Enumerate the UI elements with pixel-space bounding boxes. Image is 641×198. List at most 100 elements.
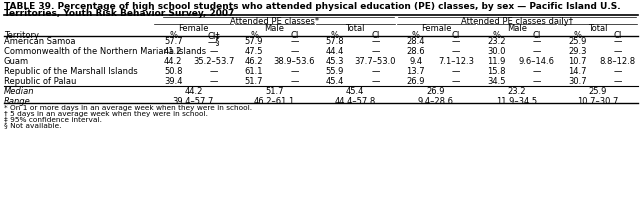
Text: 23.2: 23.2 bbox=[487, 37, 506, 47]
Text: 25.9: 25.9 bbox=[568, 37, 587, 47]
Text: 61.1: 61.1 bbox=[245, 68, 263, 76]
Text: —§: —§ bbox=[208, 37, 220, 47]
Text: 51.7: 51.7 bbox=[265, 88, 283, 96]
Text: 28.4: 28.4 bbox=[406, 37, 425, 47]
Text: —: — bbox=[210, 77, 218, 87]
Text: Territory: Territory bbox=[4, 31, 39, 40]
Text: 39.4: 39.4 bbox=[164, 77, 183, 87]
Text: —: — bbox=[290, 37, 299, 47]
Text: 8.8–12.8: 8.8–12.8 bbox=[600, 57, 636, 67]
Text: American Samoa: American Samoa bbox=[4, 37, 76, 47]
Text: 38.9–53.6: 38.9–53.6 bbox=[274, 57, 315, 67]
Text: 44.2: 44.2 bbox=[184, 88, 203, 96]
Text: 45.3: 45.3 bbox=[326, 57, 344, 67]
Text: CI: CI bbox=[371, 31, 379, 40]
Text: Republic of Palau: Republic of Palau bbox=[4, 77, 76, 87]
Text: Range: Range bbox=[4, 97, 31, 107]
Text: Attended PE classes daily†: Attended PE classes daily† bbox=[461, 17, 573, 26]
Text: —: — bbox=[210, 68, 218, 76]
Text: 9.6–14.6: 9.6–14.6 bbox=[519, 57, 555, 67]
Text: —: — bbox=[290, 68, 299, 76]
Text: —: — bbox=[371, 77, 379, 87]
Text: 10.7: 10.7 bbox=[568, 57, 587, 67]
Text: Female: Female bbox=[420, 24, 451, 33]
Text: %: % bbox=[250, 31, 258, 40]
Text: 47.5: 47.5 bbox=[245, 48, 263, 56]
Text: —: — bbox=[613, 37, 622, 47]
Text: %: % bbox=[412, 31, 420, 40]
Text: 30.0: 30.0 bbox=[487, 48, 506, 56]
Text: 11.9: 11.9 bbox=[487, 57, 506, 67]
Text: 35.2–53.7: 35.2–53.7 bbox=[193, 57, 235, 67]
Text: CI‡: CI‡ bbox=[207, 31, 220, 40]
Text: —: — bbox=[290, 77, 299, 87]
Text: —: — bbox=[452, 48, 460, 56]
Text: 7.1–12.3: 7.1–12.3 bbox=[438, 57, 474, 67]
Text: —: — bbox=[613, 68, 622, 76]
Text: 29.3: 29.3 bbox=[568, 48, 587, 56]
Text: 57.8: 57.8 bbox=[326, 37, 344, 47]
Text: —: — bbox=[210, 48, 218, 56]
Text: § Not available.: § Not available. bbox=[4, 122, 62, 128]
Text: Republic of the Marshall Islands: Republic of the Marshall Islands bbox=[4, 68, 138, 76]
Text: 28.6: 28.6 bbox=[406, 48, 425, 56]
Text: 13.7: 13.7 bbox=[406, 68, 425, 76]
Text: —: — bbox=[452, 77, 460, 87]
Text: CI: CI bbox=[533, 31, 541, 40]
Text: 9.4–28.6: 9.4–28.6 bbox=[418, 97, 454, 107]
Text: 45.4: 45.4 bbox=[346, 88, 364, 96]
Text: —: — bbox=[533, 77, 541, 87]
Text: 39.4–57.7: 39.4–57.7 bbox=[172, 97, 214, 107]
Text: 44.2: 44.2 bbox=[164, 57, 183, 67]
Text: Female: Female bbox=[178, 24, 209, 33]
Text: %: % bbox=[492, 31, 501, 40]
Text: Total: Total bbox=[588, 24, 607, 33]
Text: 25.9: 25.9 bbox=[588, 88, 607, 96]
Text: Total: Total bbox=[345, 24, 365, 33]
Text: CI: CI bbox=[452, 31, 460, 40]
Text: —: — bbox=[371, 48, 379, 56]
Text: —: — bbox=[533, 37, 541, 47]
Text: %: % bbox=[331, 31, 339, 40]
Text: 45.4: 45.4 bbox=[326, 77, 344, 87]
Text: 14.7: 14.7 bbox=[568, 68, 587, 76]
Text: 46.2–61.1: 46.2–61.1 bbox=[254, 97, 295, 107]
Text: %: % bbox=[574, 31, 581, 40]
Text: 41.2: 41.2 bbox=[164, 48, 183, 56]
Text: 9.4: 9.4 bbox=[409, 57, 422, 67]
Text: 34.5: 34.5 bbox=[487, 77, 506, 87]
Text: † 5 days in an average week when they were in school.: † 5 days in an average week when they we… bbox=[4, 111, 208, 117]
Text: 57.9: 57.9 bbox=[245, 37, 263, 47]
Text: 51.7: 51.7 bbox=[245, 77, 263, 87]
Text: TABLE 39. Percentage of high school students who attended physical education (PE: TABLE 39. Percentage of high school stud… bbox=[4, 2, 620, 11]
Text: 10.7–30.7: 10.7–30.7 bbox=[577, 97, 619, 107]
Text: —: — bbox=[452, 68, 460, 76]
Text: —: — bbox=[371, 68, 379, 76]
Text: Male: Male bbox=[507, 24, 527, 33]
Text: 50.8: 50.8 bbox=[164, 68, 183, 76]
Text: 15.8: 15.8 bbox=[487, 68, 506, 76]
Text: —: — bbox=[452, 37, 460, 47]
Text: 26.9: 26.9 bbox=[427, 88, 445, 96]
Text: —: — bbox=[371, 37, 379, 47]
Text: 44.4–57.8: 44.4–57.8 bbox=[335, 97, 376, 107]
Text: 37.7–53.0: 37.7–53.0 bbox=[354, 57, 396, 67]
Text: CI: CI bbox=[290, 31, 299, 40]
Text: Territories, Youth Risk Behavior Survey, 2007: Territories, Youth Risk Behavior Survey,… bbox=[4, 9, 235, 18]
Text: —: — bbox=[290, 48, 299, 56]
Text: Male: Male bbox=[264, 24, 284, 33]
Text: —: — bbox=[533, 68, 541, 76]
Text: 55.9: 55.9 bbox=[326, 68, 344, 76]
Text: 46.2: 46.2 bbox=[245, 57, 263, 67]
Text: * On 1 or more days in an average week when they were in school.: * On 1 or more days in an average week w… bbox=[4, 105, 252, 111]
Text: 44.4: 44.4 bbox=[326, 48, 344, 56]
Text: %: % bbox=[169, 31, 177, 40]
Text: 57.7: 57.7 bbox=[164, 37, 183, 47]
Text: CI: CI bbox=[613, 31, 622, 40]
Text: ‡ 95% confidence interval.: ‡ 95% confidence interval. bbox=[4, 117, 102, 123]
Text: 23.2: 23.2 bbox=[508, 88, 526, 96]
Text: Commonwealth of the Northern Mariana Islands: Commonwealth of the Northern Mariana Isl… bbox=[4, 48, 206, 56]
Text: Attended PE classes*: Attended PE classes* bbox=[229, 17, 319, 26]
Text: 30.7: 30.7 bbox=[568, 77, 587, 87]
Text: Median: Median bbox=[4, 88, 35, 96]
